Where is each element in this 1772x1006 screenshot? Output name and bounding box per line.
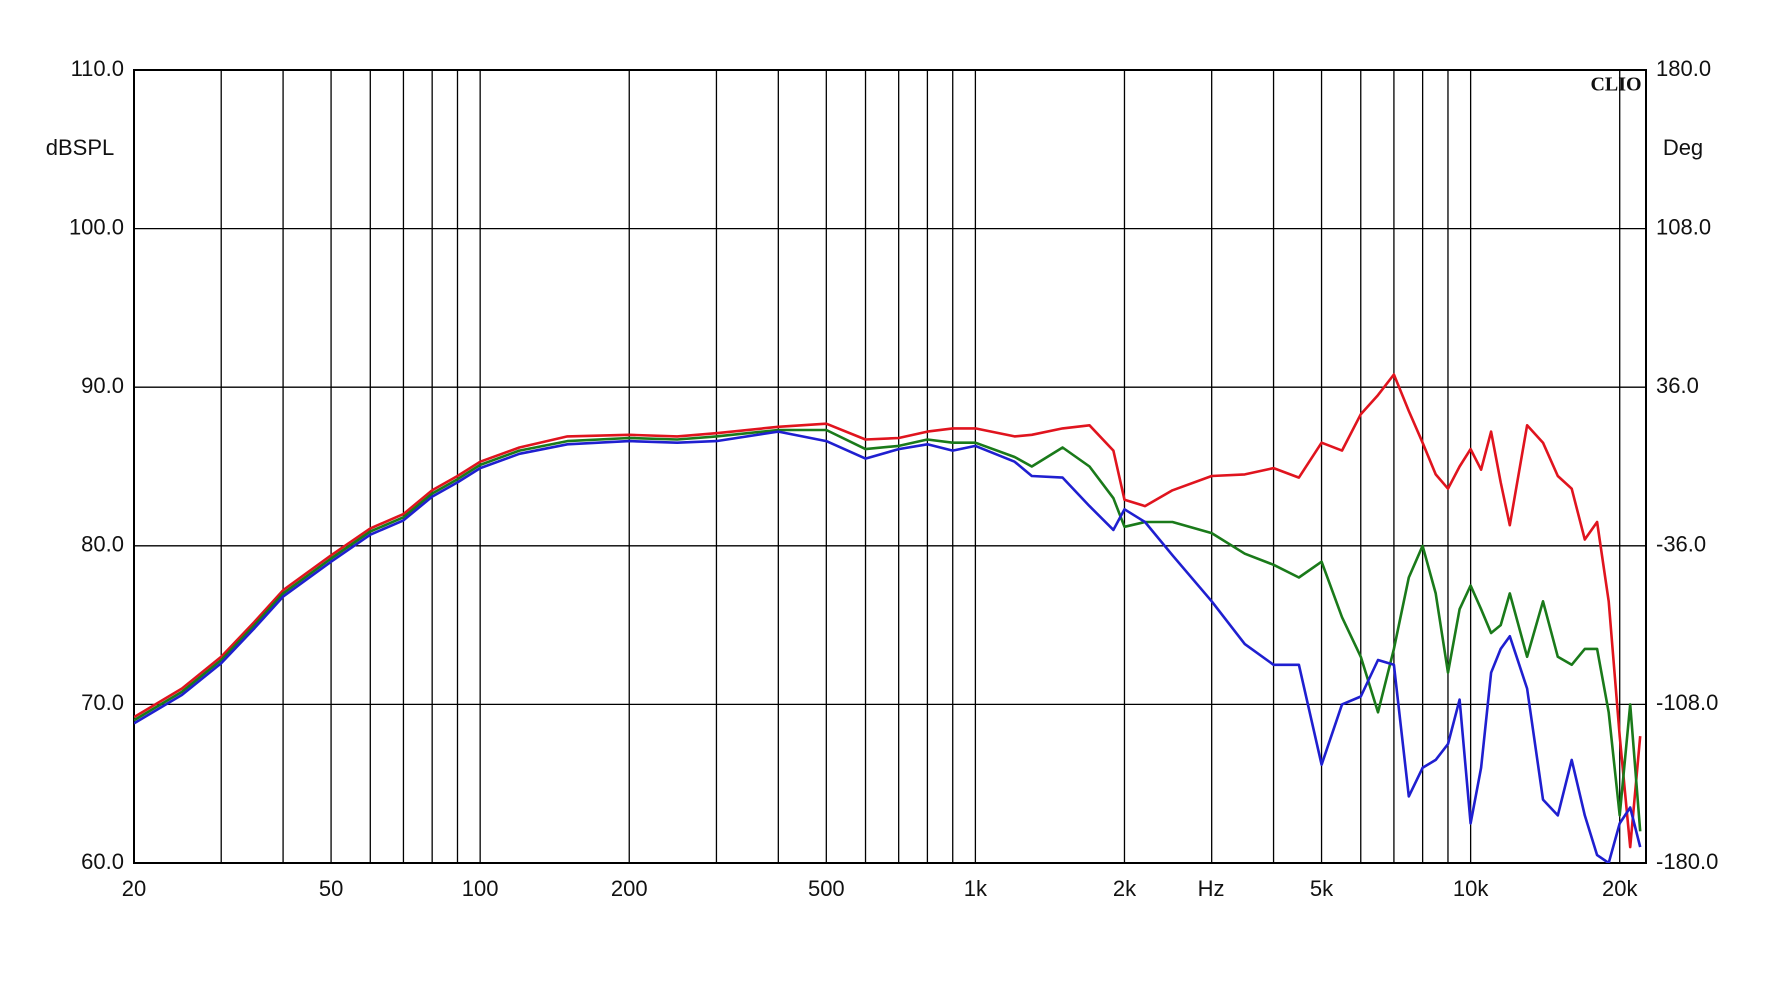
y-tick-label: 90.0 (81, 373, 124, 398)
x-tick-label: 200 (611, 876, 648, 901)
plot-frame (133, 69, 1647, 864)
y2-tick-label: -108.0 (1656, 690, 1718, 715)
x-tick-label: 20k (1602, 876, 1638, 901)
x-tick-label: 1k (964, 876, 988, 901)
series-line (134, 428, 1642, 832)
y-axis-label: dBSPL (46, 135, 115, 160)
y2-tick-label: 108.0 (1656, 214, 1711, 239)
x-axis-label: Hz (1198, 876, 1225, 901)
y2-tick-label: 180.0 (1656, 56, 1711, 81)
y-tick-label: 100.0 (69, 214, 124, 239)
x-tick-label: 10k (1453, 876, 1489, 901)
x-tick-label: 20 (122, 876, 146, 901)
y-tick-label: 60.0 (81, 849, 124, 874)
y2-axis-label: Deg (1663, 135, 1703, 160)
y-tick-label: 110.0 (71, 56, 124, 81)
y-tick-label: 70.0 (81, 690, 124, 715)
x-tick-label: 500 (808, 876, 845, 901)
x-tick-label: 50 (319, 876, 343, 901)
y-tick-label: 80.0 (81, 532, 124, 557)
y2-tick-label: -180.0 (1656, 849, 1718, 874)
series-line (134, 373, 1642, 849)
y2-tick-label: -36.0 (1656, 532, 1706, 557)
x-tick-label: 2k (1113, 876, 1137, 901)
plot-area (134, 373, 1642, 863)
y2-tick-label: 36.0 (1656, 373, 1699, 398)
annotation: CLIO (1590, 74, 1641, 96)
x-tick-label: 5k (1310, 876, 1334, 901)
x-tick-label: 100 (462, 876, 499, 901)
series-line (134, 430, 1642, 863)
